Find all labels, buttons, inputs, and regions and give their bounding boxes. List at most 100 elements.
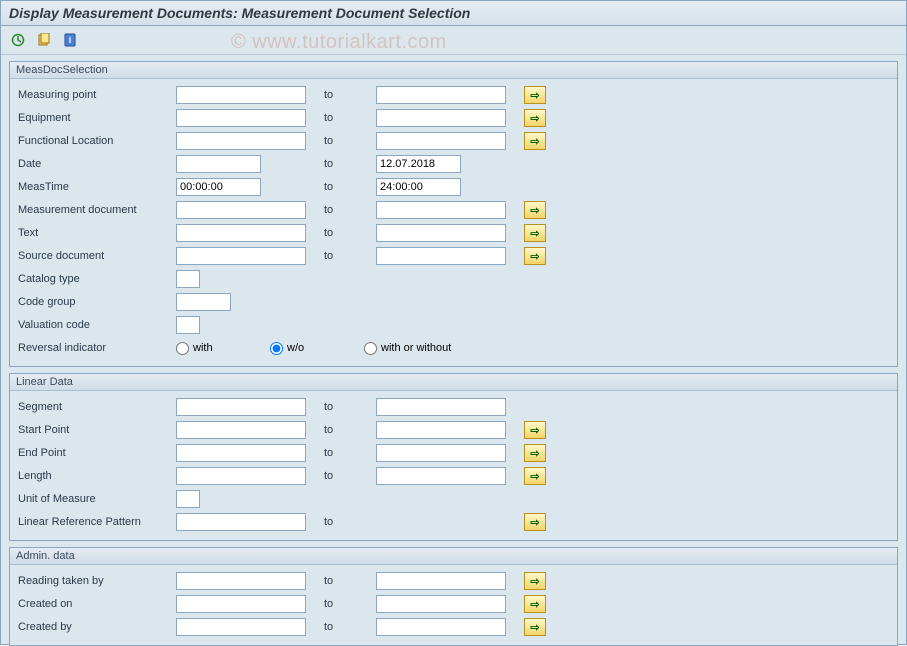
label-valuation-code: Valuation code <box>16 319 176 331</box>
source-document-from-input[interactable] <box>176 247 306 265</box>
measuring-point-to-input[interactable] <box>376 86 506 104</box>
svg-text:i: i <box>69 35 72 45</box>
label-text: Text <box>16 227 176 239</box>
length-from-input[interactable] <box>176 467 306 485</box>
radio-with[interactable]: with <box>176 342 246 355</box>
catalog-type-input[interactable] <box>176 270 200 288</box>
end-point-from-input[interactable] <box>176 444 306 462</box>
execute-button[interactable] <box>7 30 29 50</box>
to-label: to <box>306 112 376 124</box>
source-document-to-input[interactable] <box>376 247 506 265</box>
created-by-to-input[interactable] <box>376 618 506 636</box>
measurement-document-from-input[interactable] <box>176 201 306 219</box>
measuring-point-from-input[interactable] <box>176 86 306 104</box>
label-end-point: End Point <box>16 447 176 459</box>
radio-either-input[interactable] <box>364 342 377 355</box>
segment-to-input[interactable] <box>376 398 506 416</box>
label-code-group: Code group <box>16 296 176 308</box>
reading-taken-by-multi-button[interactable]: ⇨ <box>524 572 546 590</box>
toolbar: i <box>1 26 906 55</box>
created-on-from-input[interactable] <box>176 595 306 613</box>
reading-taken-by-from-input[interactable] <box>176 572 306 590</box>
functional-location-to-input[interactable] <box>376 132 506 150</box>
date-to-input[interactable] <box>376 155 461 173</box>
meastime-to-input[interactable] <box>376 178 461 196</box>
to-label: to <box>306 447 376 459</box>
label-created-on: Created on <box>16 598 176 610</box>
label-source-document: Source document <box>16 250 176 262</box>
label-measuring-point: Measuring point <box>16 89 176 101</box>
meastime-from-input[interactable] <box>176 178 261 196</box>
text-to-input[interactable] <box>376 224 506 242</box>
created-by-from-input[interactable] <box>176 618 306 636</box>
to-label: to <box>306 516 376 528</box>
functional-location-from-input[interactable] <box>176 132 306 150</box>
radio-with-label: with <box>193 342 213 354</box>
radio-either[interactable]: with or without <box>364 342 451 355</box>
variant-button[interactable] <box>33 30 55 50</box>
start-point-multi-button[interactable]: ⇨ <box>524 421 546 439</box>
section-body-admin: Reading taken by to ⇨ Created on to ⇨ Cr… <box>10 565 897 645</box>
uom-input[interactable] <box>176 490 200 508</box>
row-equipment: Equipment to ⇨ <box>16 107 891 129</box>
measurement-document-to-input[interactable] <box>376 201 506 219</box>
end-point-multi-button[interactable]: ⇨ <box>524 444 546 462</box>
to-label: to <box>306 158 376 170</box>
to-label: to <box>306 598 376 610</box>
radio-wo[interactable]: w/o <box>270 342 340 355</box>
row-measurement-document: Measurement document to ⇨ <box>16 199 891 221</box>
code-group-input[interactable] <box>176 293 231 311</box>
row-uom: Unit of Measure <box>16 488 891 510</box>
row-lrp: Linear Reference Pattern to ⇨ <box>16 511 891 533</box>
created-on-to-input[interactable] <box>376 595 506 613</box>
segment-from-input[interactable] <box>176 398 306 416</box>
length-multi-button[interactable]: ⇨ <box>524 467 546 485</box>
label-start-point: Start Point <box>16 424 176 436</box>
row-functional-location: Functional Location to ⇨ <box>16 130 891 152</box>
length-to-input[interactable] <box>376 467 506 485</box>
radio-wo-input[interactable] <box>270 342 283 355</box>
start-point-to-input[interactable] <box>376 421 506 439</box>
title-bar: Display Measurement Documents: Measureme… <box>1 1 906 26</box>
section-title-linear: Linear Data <box>10 374 897 391</box>
measuring-point-multi-button[interactable]: ⇨ <box>524 86 546 104</box>
text-from-input[interactable] <box>176 224 306 242</box>
row-reading-taken-by: Reading taken by to ⇨ <box>16 570 891 592</box>
row-start-point: Start Point to ⇨ <box>16 419 891 441</box>
section-body-measdoc: Measuring point to ⇨ Equipment to ⇨ Func… <box>10 79 897 366</box>
created-by-multi-button[interactable]: ⇨ <box>524 618 546 636</box>
label-segment: Segment <box>16 401 176 413</box>
date-from-input[interactable] <box>176 155 261 173</box>
equipment-to-input[interactable] <box>376 109 506 127</box>
row-code-group: Code group <box>16 291 891 313</box>
row-text: Text to ⇨ <box>16 222 891 244</box>
functional-location-multi-button[interactable]: ⇨ <box>524 132 546 150</box>
to-label: to <box>306 181 376 193</box>
source-document-multi-button[interactable]: ⇨ <box>524 247 546 265</box>
to-label: to <box>306 424 376 436</box>
info-button[interactable]: i <box>59 30 81 50</box>
created-on-multi-button[interactable]: ⇨ <box>524 595 546 613</box>
start-point-from-input[interactable] <box>176 421 306 439</box>
lrp-from-input[interactable] <box>176 513 306 531</box>
label-measurement-document: Measurement document <box>16 204 176 216</box>
to-label: to <box>306 401 376 413</box>
radio-with-input[interactable] <box>176 342 189 355</box>
lrp-multi-button[interactable]: ⇨ <box>524 513 546 531</box>
end-point-to-input[interactable] <box>376 444 506 462</box>
label-reading-taken-by: Reading taken by <box>16 575 176 587</box>
valuation-code-input[interactable] <box>176 316 200 334</box>
text-multi-button[interactable]: ⇨ <box>524 224 546 242</box>
label-uom: Unit of Measure <box>16 493 176 505</box>
to-label: to <box>306 575 376 587</box>
radio-wo-label: w/o <box>287 342 304 354</box>
page-title: Display Measurement Documents: Measureme… <box>9 5 470 21</box>
radio-either-label: with or without <box>381 342 451 354</box>
equipment-from-input[interactable] <box>176 109 306 127</box>
to-label: to <box>306 89 376 101</box>
equipment-multi-button[interactable]: ⇨ <box>524 109 546 127</box>
reading-taken-by-to-input[interactable] <box>376 572 506 590</box>
label-meastime: MeasTime <box>16 181 176 193</box>
measurement-document-multi-button[interactable]: ⇨ <box>524 201 546 219</box>
label-length: Length <box>16 470 176 482</box>
